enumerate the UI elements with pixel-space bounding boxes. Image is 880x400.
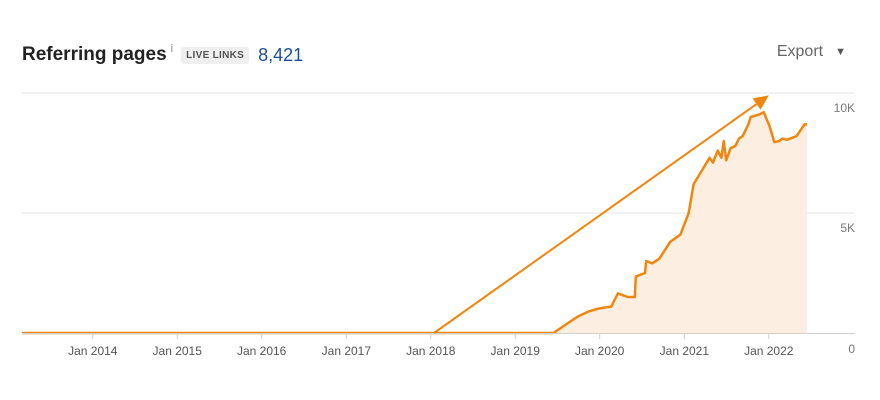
x-tick-label: Jan 2016: [237, 344, 287, 358]
x-tick-label: Jan 2018: [406, 344, 456, 358]
annotation-arrow-shaft: [433, 103, 758, 334]
series-area: [22, 112, 807, 333]
referring-pages-count[interactable]: 8,421: [258, 44, 304, 65]
chevron-down-icon: ▼: [835, 46, 846, 58]
x-tick-label: Jan 2014: [68, 344, 118, 358]
x-tick-label: Jan 2019: [491, 344, 541, 358]
export-label: Export: [776, 43, 824, 60]
chart-header: Referring pages i LIVE LINKS 8,421: [22, 40, 303, 70]
series-line: [22, 110, 807, 335]
live-links-badge: LIVE LINKS: [181, 46, 250, 64]
x-tick-label: Jan 2020: [575, 344, 625, 358]
chart-title: Referring pages: [22, 44, 167, 65]
export-button[interactable]: Export ▼: [777, 43, 846, 61]
y-tick-label: 10K: [834, 101, 855, 115]
x-tick-label: Jan 2015: [153, 344, 203, 358]
x-tick-label: Jan 2021: [660, 344, 710, 358]
x-tick-label: Jan 2017: [322, 344, 372, 358]
x-tick-label: Jan 2022: [744, 344, 794, 358]
annotation-arrow-head: [752, 95, 769, 110]
y-tick-label: 0: [848, 342, 855, 356]
info-icon[interactable]: i: [170, 43, 174, 55]
y-tick-label: 5K: [840, 221, 855, 235]
